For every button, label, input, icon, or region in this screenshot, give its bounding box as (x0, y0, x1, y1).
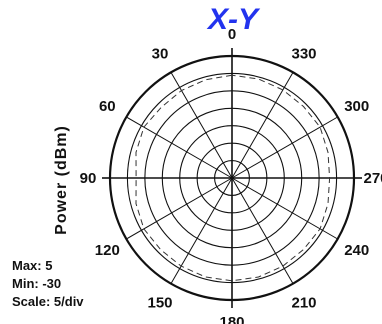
angle-label-0: 0 (228, 26, 236, 43)
angle-spokes (102, 48, 362, 308)
series-line-0 (135, 74, 331, 282)
chart-title: X-Y (206, 3, 261, 36)
angle-label-300: 300 (344, 98, 369, 115)
angle-label-120: 120 (95, 242, 120, 259)
spoke-30 (170, 72, 233, 179)
angle-label-90: 90 (80, 170, 97, 187)
angle-label-330: 330 (291, 45, 316, 62)
y-axis-label: Power (dBm) (53, 125, 70, 235)
angle-label-240: 240 (344, 242, 369, 259)
angle-label-180: 180 (219, 314, 244, 324)
series-layer (135, 74, 331, 282)
angle-label-210: 210 (291, 295, 316, 312)
spoke-300 (231, 116, 338, 179)
angle-label-60: 60 (99, 98, 116, 115)
angle-label-270: 270 (363, 170, 382, 187)
spoke-120 (126, 177, 233, 240)
angle-tick-labels: 0 30 60 90 120 150 180 210 240 270 300 330 (80, 26, 382, 324)
scale-label: Scale: 5/div (12, 294, 84, 309)
angle-label-150: 150 (147, 295, 172, 312)
spoke-210 (231, 177, 294, 284)
angle-label-30: 30 (152, 45, 169, 62)
min-label: Min: -30 (12, 276, 61, 291)
max-label: Max: 5 (12, 258, 52, 273)
